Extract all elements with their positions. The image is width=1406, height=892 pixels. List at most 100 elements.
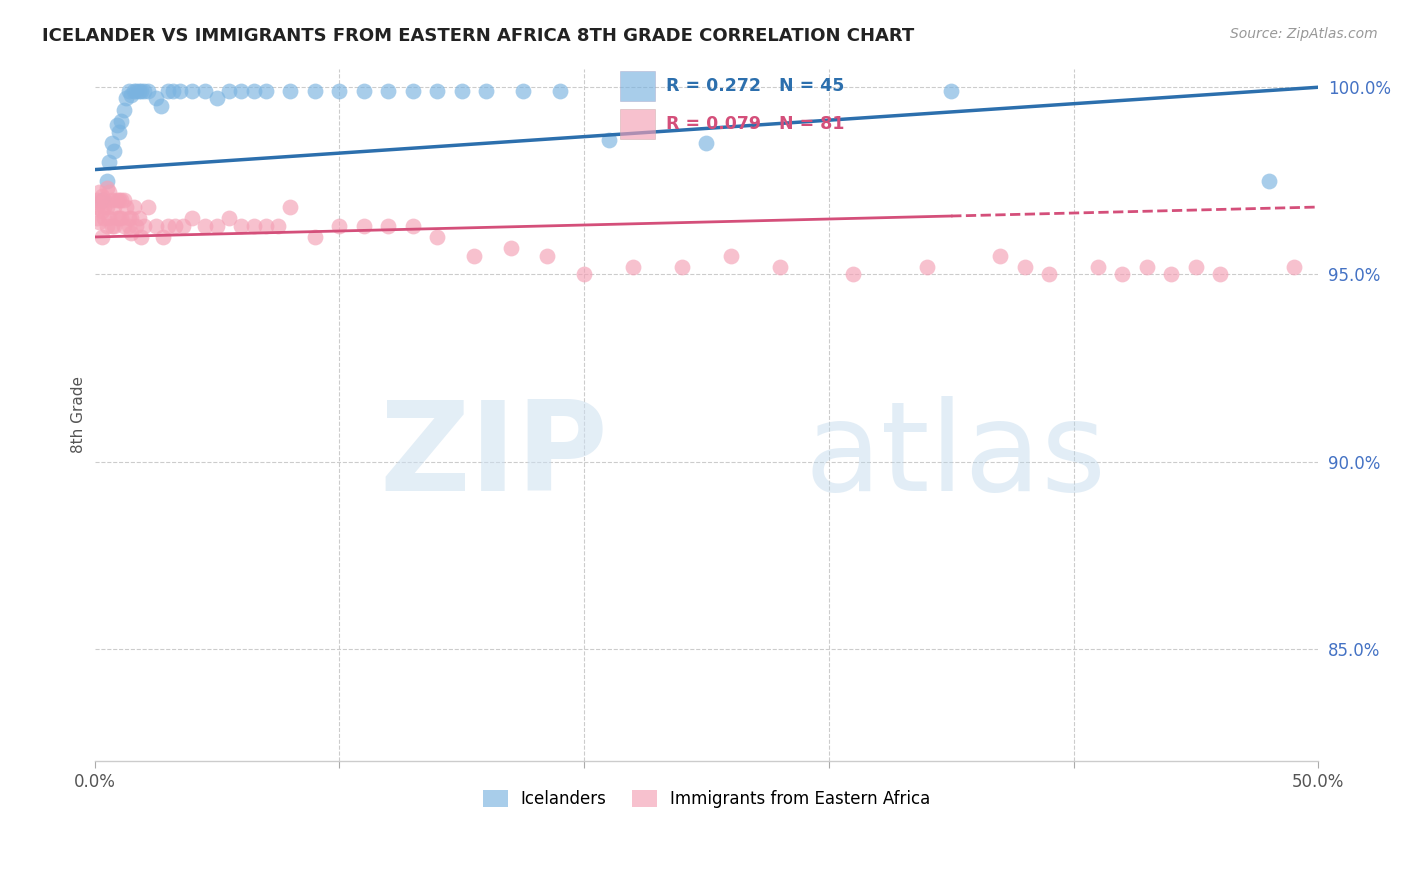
Point bbox=[152, 230, 174, 244]
Point bbox=[231, 219, 253, 233]
Point bbox=[93, 211, 115, 226]
Point bbox=[138, 84, 160, 98]
Point bbox=[1111, 268, 1133, 282]
Point bbox=[254, 84, 277, 98]
Point bbox=[86, 211, 108, 226]
Point bbox=[110, 211, 132, 226]
Text: Source: ZipAtlas.com: Source: ZipAtlas.com bbox=[1230, 27, 1378, 41]
Point bbox=[108, 193, 131, 207]
Point bbox=[110, 114, 132, 128]
Point bbox=[536, 249, 558, 263]
Point bbox=[103, 144, 125, 158]
Point bbox=[280, 200, 302, 214]
Point bbox=[120, 87, 142, 102]
Point bbox=[218, 84, 240, 98]
Point bbox=[769, 260, 792, 274]
Point bbox=[169, 84, 191, 98]
Point bbox=[96, 219, 118, 233]
Point bbox=[105, 118, 128, 132]
Point bbox=[118, 219, 141, 233]
Point bbox=[353, 84, 375, 98]
Point bbox=[915, 260, 938, 274]
Point bbox=[112, 103, 135, 117]
Text: ICELANDER VS IMMIGRANTS FROM EASTERN AFRICA 8TH GRADE CORRELATION CHART: ICELANDER VS IMMIGRANTS FROM EASTERN AFR… bbox=[42, 27, 914, 45]
Point bbox=[108, 125, 131, 139]
Point bbox=[450, 84, 472, 98]
Point bbox=[149, 99, 172, 113]
Point bbox=[132, 84, 155, 98]
Point bbox=[115, 200, 138, 214]
Point bbox=[598, 133, 620, 147]
Point bbox=[86, 193, 108, 207]
Point bbox=[499, 241, 522, 255]
Point bbox=[98, 185, 121, 199]
Point bbox=[218, 211, 240, 226]
Point bbox=[156, 219, 179, 233]
Point bbox=[90, 203, 112, 218]
Point bbox=[96, 181, 118, 195]
Point bbox=[145, 91, 167, 105]
Point bbox=[112, 193, 135, 207]
Point bbox=[512, 84, 534, 98]
Point bbox=[475, 84, 498, 98]
Point bbox=[242, 84, 264, 98]
Point bbox=[842, 268, 865, 282]
Point bbox=[128, 84, 150, 98]
Point bbox=[145, 219, 167, 233]
Point bbox=[122, 200, 145, 214]
Point bbox=[115, 91, 138, 105]
Point bbox=[98, 155, 121, 169]
Point bbox=[377, 84, 399, 98]
Point bbox=[100, 219, 122, 233]
Point bbox=[720, 249, 742, 263]
Point bbox=[129, 84, 152, 98]
Text: ZIP: ZIP bbox=[380, 396, 609, 516]
Point bbox=[205, 91, 228, 105]
Point bbox=[1185, 260, 1208, 274]
Point bbox=[231, 84, 253, 98]
Point bbox=[118, 211, 141, 226]
Point bbox=[120, 211, 142, 226]
Point bbox=[93, 200, 115, 214]
Point bbox=[1087, 260, 1109, 274]
Point bbox=[304, 230, 326, 244]
Point bbox=[1136, 260, 1159, 274]
Point bbox=[172, 219, 194, 233]
Point bbox=[103, 219, 125, 233]
Point bbox=[621, 260, 644, 274]
Point bbox=[105, 211, 128, 226]
Point bbox=[1282, 260, 1305, 274]
Point bbox=[267, 219, 290, 233]
Point bbox=[194, 84, 217, 98]
Point bbox=[89, 196, 111, 211]
Point bbox=[402, 84, 425, 98]
Point bbox=[695, 136, 717, 151]
Point bbox=[89, 215, 111, 229]
Point bbox=[671, 260, 693, 274]
Point bbox=[280, 84, 302, 98]
Point bbox=[110, 193, 132, 207]
Text: R = 0.079   N = 81: R = 0.079 N = 81 bbox=[666, 115, 845, 133]
Point bbox=[96, 200, 118, 214]
Point bbox=[108, 211, 131, 226]
Point bbox=[103, 200, 125, 214]
Point bbox=[90, 189, 112, 203]
Point bbox=[96, 174, 118, 188]
Point bbox=[132, 219, 155, 233]
Point bbox=[377, 219, 399, 233]
Bar bbox=[620, 109, 655, 139]
Point bbox=[572, 268, 595, 282]
Point bbox=[128, 211, 150, 226]
Point bbox=[426, 230, 449, 244]
Point bbox=[402, 219, 425, 233]
Point bbox=[254, 219, 277, 233]
Point bbox=[89, 185, 111, 199]
Point bbox=[181, 84, 204, 98]
Point bbox=[162, 84, 184, 98]
Point bbox=[122, 84, 145, 98]
Point bbox=[242, 219, 264, 233]
Point bbox=[86, 200, 108, 214]
Point bbox=[328, 84, 350, 98]
Point bbox=[205, 219, 228, 233]
Point bbox=[100, 193, 122, 207]
